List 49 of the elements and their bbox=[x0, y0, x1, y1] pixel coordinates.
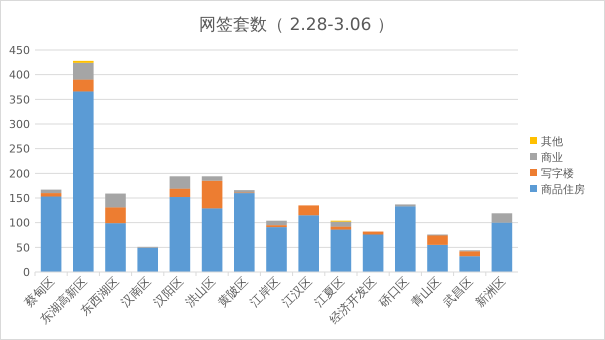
legend-label: 其他 bbox=[541, 135, 563, 148]
bar bbox=[234, 193, 255, 272]
bar bbox=[266, 227, 287, 272]
bar bbox=[492, 222, 512, 272]
y-tick-label: 300 bbox=[9, 118, 30, 131]
legend-label: 商业 bbox=[541, 151, 563, 164]
bar bbox=[234, 190, 255, 193]
bar bbox=[362, 232, 384, 235]
bar bbox=[72, 91, 94, 272]
bar bbox=[330, 230, 352, 272]
y-tick-label: 350 bbox=[9, 93, 30, 106]
chart-title: 网签套数（ 2.28-3.06 ） bbox=[199, 15, 394, 35]
bar bbox=[459, 251, 480, 256]
bar bbox=[330, 222, 352, 227]
y-tick-label: 400 bbox=[9, 68, 30, 82]
y-tick-label: 100 bbox=[9, 216, 30, 230]
bar bbox=[202, 180, 222, 208]
y-tick-label: 50 bbox=[16, 241, 30, 254]
bar bbox=[40, 190, 62, 194]
bar bbox=[298, 215, 320, 272]
bar bbox=[492, 213, 512, 223]
bar bbox=[330, 226, 352, 230]
bar bbox=[362, 234, 384, 272]
bar bbox=[459, 256, 480, 272]
bar bbox=[170, 188, 190, 198]
y-tick-label: 0 bbox=[23, 266, 30, 279]
y-tick-label: 150 bbox=[9, 192, 30, 205]
bar bbox=[105, 223, 126, 272]
bar bbox=[394, 206, 416, 272]
bar bbox=[40, 196, 62, 272]
bar bbox=[40, 193, 62, 197]
legend-label: 写字楼 bbox=[541, 167, 574, 180]
bar bbox=[105, 194, 126, 208]
y-tick-label: 250 bbox=[9, 142, 30, 156]
bar bbox=[427, 244, 448, 272]
bar bbox=[202, 208, 222, 272]
bar bbox=[72, 62, 94, 80]
y-tick-label: 450 bbox=[9, 44, 30, 57]
y-tick-label: 200 bbox=[9, 167, 30, 180]
bar bbox=[266, 220, 287, 226]
bar bbox=[427, 235, 448, 245]
bar bbox=[72, 80, 94, 92]
legend-label: 商品住房 bbox=[541, 183, 585, 196]
bar bbox=[137, 248, 158, 272]
bar bbox=[170, 176, 190, 189]
bar bbox=[202, 176, 222, 181]
bar bbox=[105, 207, 126, 224]
bar bbox=[170, 197, 190, 272]
bar bbox=[298, 205, 320, 216]
